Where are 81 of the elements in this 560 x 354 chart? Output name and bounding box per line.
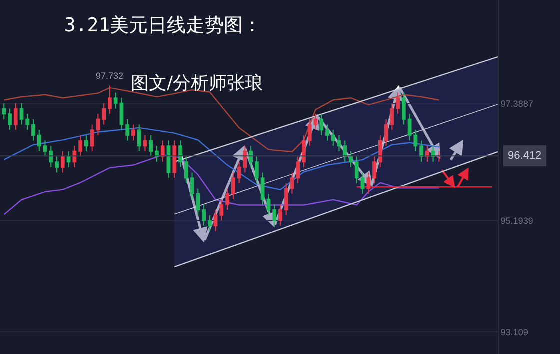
candlestick [437,150,442,163]
candlestick [308,118,312,147]
candlestick [166,140,171,179]
candlestick [14,102,18,131]
candlestick [360,172,365,195]
candlestick [114,92,118,110]
candlestick [331,130,336,147]
y-tick-label: 97.3887 [500,99,534,110]
annotation: 图文/分析师张琅 [131,73,264,94]
candlestick [72,146,77,168]
candlestick [26,114,30,131]
candlestick [214,210,218,232]
candlestick [202,204,206,227]
candlestick [208,214,212,232]
candlestick [55,156,59,174]
candlestick [49,146,54,168]
candlestick [137,124,142,152]
candlestick [255,156,259,184]
line-series [4,127,440,190]
candlestick [8,108,12,131]
y-tick-label: 93.109 [500,327,528,338]
candlestick [302,134,306,168]
candlestick [43,140,48,158]
candlestick [372,156,376,184]
candlestick [284,182,288,216]
candlestick [320,114,324,136]
candlestick [384,118,388,147]
candlestick [296,156,300,184]
candlestick [120,98,124,131]
candlestick [314,114,318,131]
candlestick [290,172,294,195]
candlestick [96,114,100,136]
candlestick [237,162,242,184]
candlestick [220,198,224,222]
candlestick [20,102,24,126]
line-series [4,154,440,216]
candlestick [37,130,42,152]
candlestick [184,156,188,184]
candlestick [378,134,382,168]
candlestick [190,172,194,200]
candlestick [278,204,282,227]
candlestick [420,140,424,163]
candlestick [249,146,253,168]
candlestick [390,102,394,131]
candlestick [172,140,177,179]
candlestick [326,124,330,142]
candlestick [408,114,412,142]
candlestick [60,150,65,174]
candlestick [337,134,342,152]
candlestick [349,150,353,168]
annotation: 97.732 [96,71,124,81]
candlestick [126,118,130,142]
candlestick [196,188,200,216]
candlestick [396,92,400,115]
candlestick [272,204,277,227]
candlestick [366,172,371,195]
candlestick [78,134,82,158]
candlestick [2,102,6,120]
candlestick [90,124,94,152]
candlestick [266,194,271,216]
candlestick [66,150,71,168]
candlestick [354,156,359,184]
candlestick [108,85,112,115]
candlestick [160,140,165,163]
candlestick [402,92,406,126]
candlestick [243,146,248,174]
candlestick [143,134,148,152]
candlestick [32,118,36,142]
candlestick [260,172,265,206]
candlestick [149,134,154,158]
candlestick [343,140,348,163]
ref-line-label: 96.412 [508,150,542,162]
candlestick [226,188,230,211]
candlestick [414,130,418,152]
y-tick-label: 95.1939 [500,216,534,226]
candlestick [102,102,106,126]
candlestick [178,140,182,168]
candlestick [132,124,136,142]
text: 3.21美元日线走势图： [64,14,262,36]
candlestick [84,134,88,152]
candlestick [231,172,236,200]
